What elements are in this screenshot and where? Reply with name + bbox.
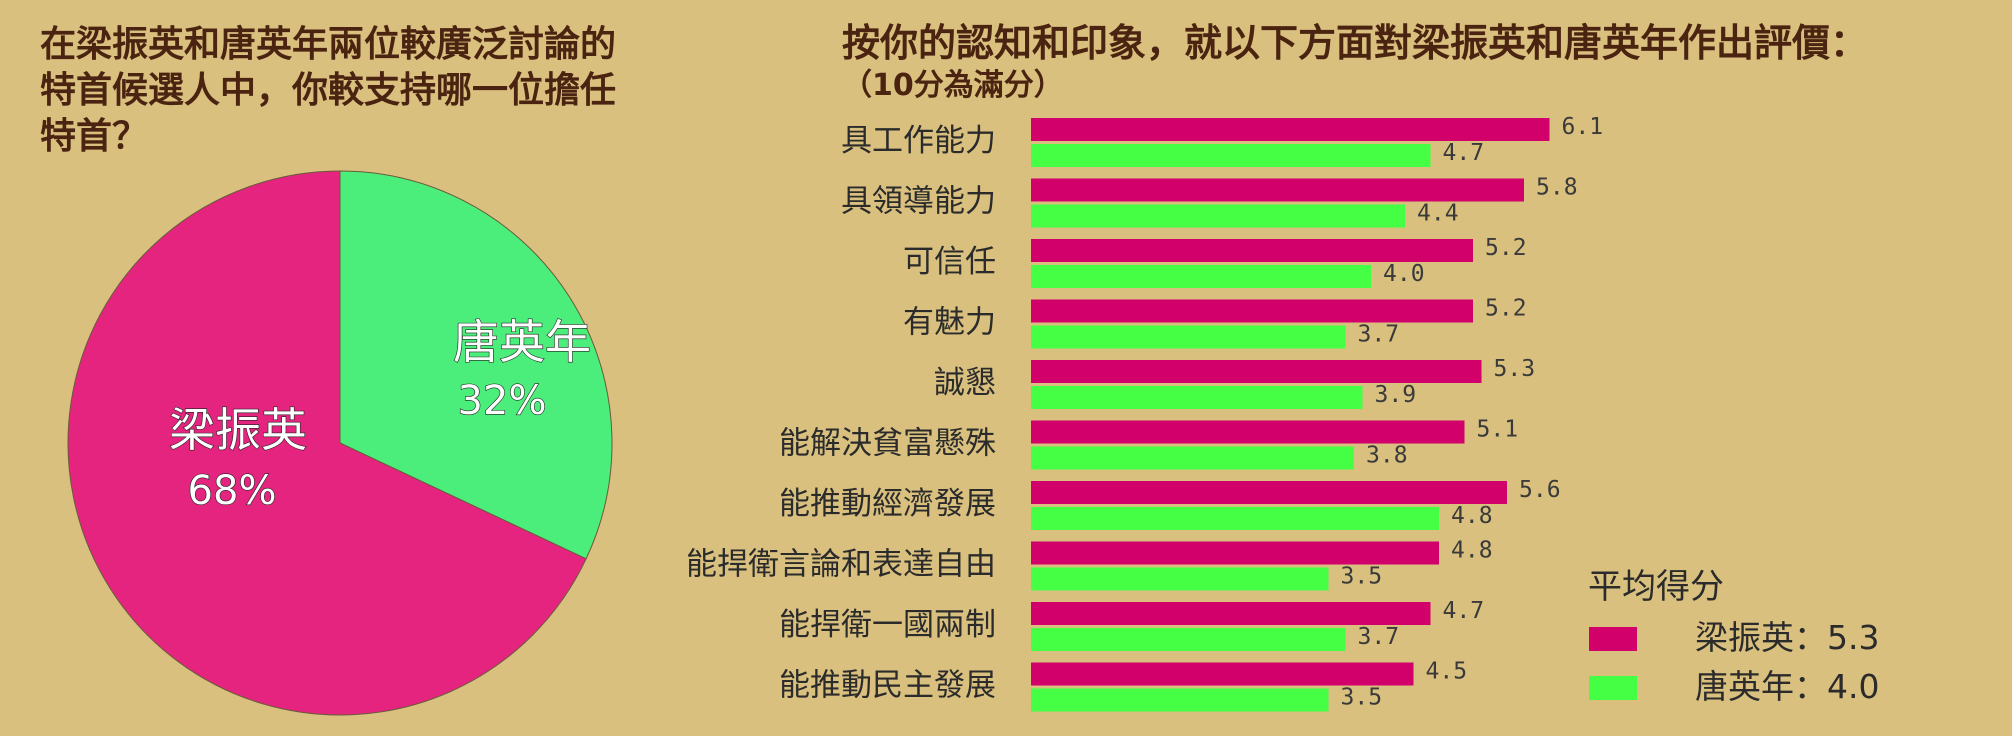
bar-tang [1031,446,1354,470]
legend-label-tang: 唐英年：4.0 [1695,667,1879,706]
bar-chart: 具工作能力 6.1 4.7 具領導能力 5.8 4.4 可信任 5.2 4.0 有魅力 5.2 3.7… [686,114,1603,712]
bar-value-label: 5.2 [1485,296,1527,322]
bar-tang [1031,144,1431,167]
bar-leung [1031,239,1473,262]
bar-tang [1031,204,1405,228]
bar-value-label: 3.5 [1341,564,1383,590]
bar-tang [1031,567,1329,591]
bar-value-label: 4.8 [1451,538,1493,564]
category-label: 能推動民主發展 [779,668,996,704]
category-label: 誠懇 [934,365,996,401]
bar-value-label: 5.8 [1536,175,1578,201]
bar-tang [1031,265,1371,288]
bar-value-label: 4.0 [1383,261,1425,287]
bar-value-label: 3.8 [1366,443,1408,469]
bar-tang [1031,507,1439,530]
legend-label-leung: 梁振英：5.3 [1695,618,1879,657]
bar-value-label: 5.1 [1477,417,1519,443]
bar-tang [1031,628,1346,651]
bar-value-label: 3.7 [1358,624,1400,650]
bar-value-label: 6.1 [1562,114,1604,140]
pie-question: 在梁振英和唐英年兩位較廣泛討論的 特首候選人中，你較支持哪一位擔任 特首？ [40,23,616,157]
legend-title: 平均得分 [1588,567,1724,607]
bar-value-label: 4.4 [1417,201,1459,227]
bar-value-label: 4.7 [1443,598,1485,624]
bar-leung [1031,481,1507,504]
pie-question-line-2: 特首候選人中，你較支持哪一位擔任 [40,70,616,111]
bar-tang [1031,325,1346,349]
pie-question-line-3: 特首？ [40,116,148,157]
pie-chart: 唐英年 32% 梁振英 68% [67,170,613,716]
pie-question-line-1: 在梁振英和唐英年兩位較廣泛討論的 [40,23,616,65]
bar-value-label: 4.5 [1426,659,1468,685]
pie-pct-leung: 68% [188,468,277,514]
bar-value-label: 3.7 [1358,322,1400,348]
pie-label-tang: 唐英年 [453,315,591,369]
category-label: 能捍衛一國兩制 [779,607,996,643]
bar-leung [1031,178,1524,202]
bar-value-label: 3.5 [1341,685,1383,711]
category-label: 可信任 [903,244,996,280]
category-label: 能推動經濟發展 [779,486,996,522]
bar-leung [1031,360,1482,383]
category-label: 能解決貧富懸殊 [779,426,996,462]
category-label: 有魅力 [903,305,996,341]
bar-leung [1031,602,1431,625]
bar-value-label: 4.8 [1451,503,1493,529]
bar-value-label: 5.6 [1519,477,1561,503]
bar-leung [1031,662,1414,686]
legend: 平均得分 梁振英：5.3 唐英年：4.0 [1588,567,1879,706]
bar-value-label: 4.7 [1443,140,1485,166]
pie-pct-tang: 32% [458,378,547,424]
bar-leung [1031,420,1465,444]
category-label: 具領導能力 [841,184,996,220]
bar-tang [1031,688,1329,712]
pie-slice-tang [339,170,613,560]
category-label: 能捍衛言論和表達自由 [686,547,996,583]
pie-label-leung: 梁振英 [169,403,307,457]
bar-chart-subtitle: （10分為滿分） [842,68,1064,103]
pie-slice-leung [67,170,587,716]
bar-value-label: 5.3 [1494,356,1536,382]
bar-leung [1031,299,1473,323]
bar-value-label: 5.2 [1485,235,1527,261]
bar-leung [1031,541,1439,565]
bar-leung [1031,118,1550,141]
legend-swatch-leung [1589,627,1637,651]
legend-swatch-tang [1589,676,1637,700]
bar-value-label: 3.9 [1375,382,1417,408]
bar-chart-title: 按你的認知和印象，就以下方面對梁振英和唐英年作出評價： [842,21,1868,65]
bar-tang [1031,386,1363,409]
category-label: 具工作能力 [841,123,996,159]
